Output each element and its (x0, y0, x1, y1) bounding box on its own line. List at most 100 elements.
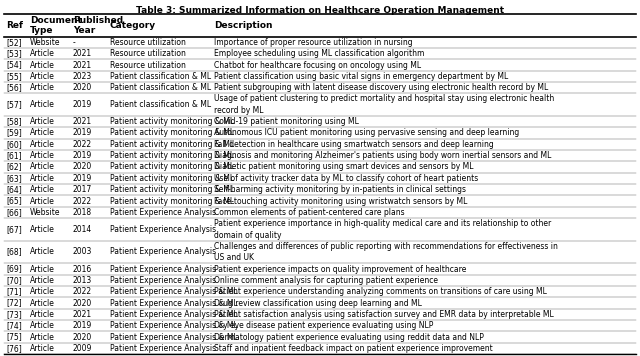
Text: Patient Experience Analysis: Patient Experience Analysis (109, 208, 216, 217)
Text: 2016: 2016 (73, 265, 92, 273)
Text: Article: Article (30, 174, 55, 183)
Text: Diagnosis and monitoring Alzheimer's patients using body worn inertial sensors a: Diagnosis and monitoring Alzheimer's pat… (214, 151, 551, 160)
Text: Drug review classification using deep learning and ML: Drug review classification using deep le… (214, 298, 422, 308)
Text: Patient Experience Analysis: Patient Experience Analysis (109, 225, 216, 234)
Text: Article: Article (30, 151, 55, 160)
Text: [56]: [56] (6, 83, 22, 92)
Text: Published
Year: Published Year (73, 16, 123, 35)
Text: Staff and inpatient feedback impact on patient experience improvement: Staff and inpatient feedback impact on p… (214, 344, 493, 353)
Text: [65]: [65] (6, 197, 22, 205)
Text: Article: Article (30, 265, 55, 273)
Text: [67]: [67] (6, 225, 22, 234)
Text: 2019: 2019 (73, 100, 92, 109)
Text: Patient Experience Analysis & ML: Patient Experience Analysis & ML (109, 333, 237, 341)
Text: [58]: [58] (6, 117, 22, 126)
Text: Description: Description (214, 21, 273, 30)
Text: Article: Article (30, 117, 55, 126)
Text: [53]: [53] (6, 49, 22, 58)
Text: [64]: [64] (6, 185, 22, 194)
Text: Article: Article (30, 276, 55, 285)
Text: Importance of proper resource utilization in nursing: Importance of proper resource utilizatio… (214, 38, 413, 47)
Text: Patient activity monitoring & ML: Patient activity monitoring & ML (109, 185, 234, 194)
Text: Patient satisfaction analysis using satisfaction survey and EMR data by interpre: Patient satisfaction analysis using sati… (214, 310, 554, 319)
Text: Article: Article (30, 83, 55, 92)
Text: Patient Experience Analysis: Patient Experience Analysis (109, 265, 216, 273)
Text: Article: Article (30, 310, 55, 319)
Text: 2018: 2018 (73, 208, 92, 217)
Text: Patient experience impacts on quality improvement of healthcare: Patient experience impacts on quality im… (214, 265, 467, 273)
Text: Usage of patient clustering to predict mortality and hospital stay using electro: Usage of patient clustering to predict m… (214, 94, 554, 104)
Text: Article: Article (30, 162, 55, 172)
Text: record by ML: record by ML (214, 106, 264, 115)
Text: [55]: [55] (6, 72, 22, 81)
Text: Patient activity monitoring & ML: Patient activity monitoring & ML (109, 129, 234, 137)
Text: [54]: [54] (6, 61, 22, 69)
Text: 2017: 2017 (73, 185, 92, 194)
Text: Patient activity monitoring & ML: Patient activity monitoring & ML (109, 197, 234, 205)
Text: [60]: [60] (6, 140, 22, 149)
Text: Article: Article (30, 298, 55, 308)
Text: Patient activity monitoring & ML: Patient activity monitoring & ML (109, 117, 234, 126)
Text: Dry eye disease patient experience evaluating using NLP: Dry eye disease patient experience evalu… (214, 321, 433, 330)
Text: Patient experience importance in high-quality medical care and its relationship : Patient experience importance in high-qu… (214, 219, 551, 228)
Text: [71]: [71] (6, 287, 22, 296)
Text: 2021: 2021 (73, 117, 92, 126)
Text: 2023: 2023 (73, 72, 92, 81)
Text: [61]: [61] (6, 151, 22, 160)
Text: Article: Article (30, 333, 55, 341)
Text: Diabetic patient monitoring using smart devices and sensors by ML: Diabetic patient monitoring using smart … (214, 162, 474, 172)
Text: Article: Article (30, 344, 55, 353)
Text: 2013: 2013 (73, 276, 92, 285)
Text: Patient Experience Analysis: Patient Experience Analysis (109, 344, 216, 353)
Text: [52]: [52] (6, 38, 22, 47)
Text: Face-touching activity monitoring using wristwatch sensors by ML: Face-touching activity monitoring using … (214, 197, 467, 205)
Text: Article: Article (30, 287, 55, 296)
Text: Article: Article (30, 321, 55, 330)
Text: Patient Experience Analysis: Patient Experience Analysis (109, 247, 216, 257)
Text: [70]: [70] (6, 276, 22, 285)
Text: Article: Article (30, 247, 55, 257)
Text: [66]: [66] (6, 208, 22, 217)
Text: 2014: 2014 (73, 225, 92, 234)
Text: Patient classification & ML: Patient classification & ML (109, 83, 211, 92)
Text: 2019: 2019 (73, 129, 92, 137)
Text: Patient activity monitoring & ML: Patient activity monitoring & ML (109, 162, 234, 172)
Text: domain of quality: domain of quality (214, 230, 282, 240)
Text: Article: Article (30, 129, 55, 137)
Text: Employee scheduling using ML classification algorithm: Employee scheduling using ML classificat… (214, 49, 424, 58)
Text: 2020: 2020 (73, 298, 92, 308)
Text: 2019: 2019 (73, 174, 92, 183)
Text: 2021: 2021 (73, 310, 92, 319)
Text: 2003: 2003 (73, 247, 92, 257)
Text: Category: Category (109, 21, 156, 30)
Text: Patient Experience Analysis & ML: Patient Experience Analysis & ML (109, 321, 237, 330)
Text: Patient subgrouping with latent disease discovery using electronic health record: Patient subgrouping with latent disease … (214, 83, 548, 92)
Text: Resource utilization: Resource utilization (109, 61, 186, 69)
Text: [62]: [62] (6, 162, 22, 172)
Text: Online comment analysis for capturing patient experience: Online comment analysis for capturing pa… (214, 276, 438, 285)
Text: 2020: 2020 (73, 83, 92, 92)
Text: Patient activity monitoring & ML: Patient activity monitoring & ML (109, 140, 234, 149)
Text: US and UK: US and UK (214, 253, 254, 262)
Text: Patient Experience Analysis & ML: Patient Experience Analysis & ML (109, 287, 237, 296)
Text: [76]: [76] (6, 344, 22, 353)
Text: Patient Experience Analysis & ML: Patient Experience Analysis & ML (109, 298, 237, 308)
Text: Patient classification using basic vital signs in emergency department by ML: Patient classification using basic vital… (214, 72, 508, 81)
Text: Patient Experience Analysis & ML: Patient Experience Analysis & ML (109, 310, 237, 319)
Text: Resource utilization: Resource utilization (109, 38, 186, 47)
Text: Chatbot for healthcare focusing on oncology using ML: Chatbot for healthcare focusing on oncol… (214, 61, 421, 69)
Text: [63]: [63] (6, 174, 22, 183)
Text: [74]: [74] (6, 321, 22, 330)
Text: Use of activity tracker data by ML to classify cohort of heart patients: Use of activity tracker data by ML to cl… (214, 174, 478, 183)
Text: 2019: 2019 (73, 321, 92, 330)
Text: [72]: [72] (6, 298, 22, 308)
Text: Common elements of patient-centered care plans: Common elements of patient-centered care… (214, 208, 404, 217)
Text: 2022: 2022 (73, 197, 92, 205)
Text: Article: Article (30, 72, 55, 81)
Text: 2009: 2009 (73, 344, 92, 353)
Text: Resource utilization: Resource utilization (109, 49, 186, 58)
Text: [57]: [57] (6, 100, 22, 109)
Text: Article: Article (30, 225, 55, 234)
Text: Article: Article (30, 100, 55, 109)
Text: [69]: [69] (6, 265, 22, 273)
